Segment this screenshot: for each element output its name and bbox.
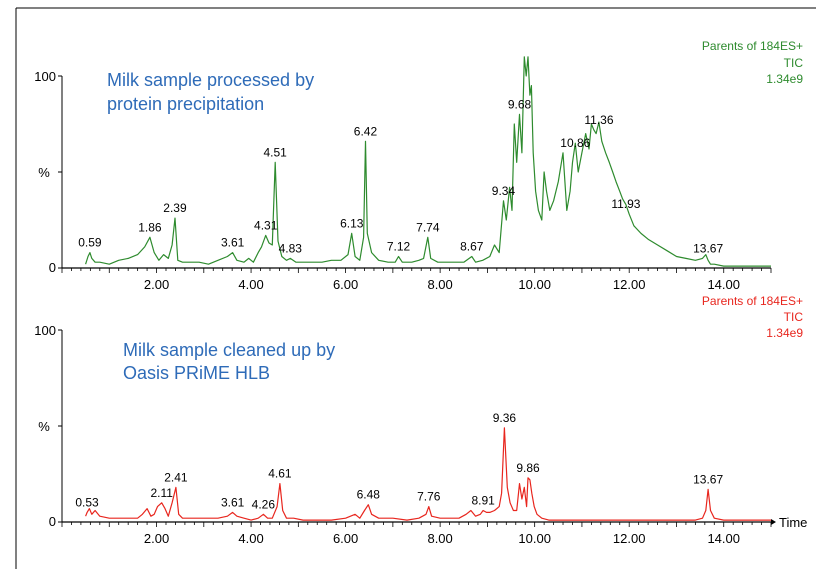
- chart-title-line-1: protein precipitation: [107, 94, 264, 114]
- x-tick-label: 6.00: [333, 531, 358, 546]
- chart-title-line-1: Oasis PRiME HLB: [123, 363, 270, 383]
- peak-label: 6.42: [354, 124, 378, 138]
- x-tick-label: 12.00: [613, 531, 646, 546]
- x-axis-label: Time: [779, 515, 807, 530]
- series-line: [85, 56, 771, 267]
- peak-label: 9.36: [493, 411, 517, 425]
- x-tick-label: 2.00: [144, 531, 169, 546]
- chart-protein-precipitation: Parents of 184ES+ TIC 1.34e9 Milk sample pr…: [34, 39, 803, 292]
- x-tick-label: 10.00: [518, 531, 551, 546]
- x-tick-label: 14.00: [707, 277, 740, 292]
- peak-label: 2.39: [163, 201, 187, 215]
- y-axis-label: %: [38, 419, 50, 434]
- peak-label: 6.48: [357, 488, 381, 502]
- peak-label: 8.67: [460, 239, 484, 253]
- peak-label: 13.67: [693, 472, 723, 486]
- info-line-2: 1.34e9: [766, 326, 803, 340]
- x-axis-arrow: [771, 519, 776, 525]
- peak-label: 4.51: [263, 145, 287, 159]
- info-line-2: 1.34e9: [766, 72, 803, 86]
- x-tick-label: 14.00: [707, 531, 740, 546]
- peak-label: 0.53: [75, 495, 99, 509]
- y-tick-label-top: 100: [34, 69, 56, 84]
- info-line-0: Parents of 184ES+: [702, 294, 803, 308]
- series-line: [85, 427, 771, 521]
- peak-label: 9.68: [508, 97, 532, 111]
- peak-label: 10.86: [560, 136, 590, 150]
- y-tick-label-bottom: 0: [49, 260, 56, 275]
- x-tick-label: 8.00: [427, 277, 452, 292]
- x-tick-label: 8.00: [427, 531, 452, 546]
- info-line-0: Parents of 184ES+: [702, 39, 803, 53]
- x-tick-label: 2.00: [144, 277, 169, 292]
- peak-label: 11.36: [584, 113, 613, 127]
- chart-title-line-0: Milk sample processed by: [107, 70, 314, 90]
- x-tick-label: 12.00: [613, 277, 646, 292]
- y-axis-label: %: [38, 165, 50, 180]
- info-line-1: TIC: [784, 310, 804, 324]
- x-tick-label: 6.00: [333, 277, 358, 292]
- peak-label: 7.74: [416, 220, 440, 234]
- peak-label: 4.31: [254, 218, 278, 232]
- x-tick-label: 4.00: [238, 277, 263, 292]
- peak-label: 2.11: [150, 486, 173, 500]
- peak-label: 7.76: [417, 490, 441, 504]
- peak-label: 4.83: [279, 241, 303, 255]
- x-tick-label: 10.00: [518, 277, 551, 292]
- peak-label: 4.26: [252, 497, 276, 511]
- y-tick-label-top: 100: [34, 323, 56, 338]
- peak-label: 3.61: [221, 495, 245, 509]
- x-tick-label: 4.00: [238, 531, 263, 546]
- peak-label: 6.13: [340, 216, 364, 230]
- peak-label: 0.59: [78, 236, 102, 250]
- peak-label: 9.34: [492, 184, 516, 198]
- peak-label: 13.67: [693, 241, 723, 255]
- peak-label: 2.41: [164, 470, 188, 484]
- chart-oasis-prime-hlb: Parents of 184ES+ TIC 1.34e9 Milk sample cl…: [34, 294, 807, 546]
- peak-label: 7.12: [387, 239, 411, 253]
- peak-label: 1.86: [138, 220, 162, 234]
- peak-label: 11.93: [611, 197, 640, 211]
- peak-label: 9.86: [516, 461, 540, 475]
- peak-label: 8.91: [471, 493, 495, 507]
- info-line-1: TIC: [784, 56, 804, 70]
- y-tick-label-bottom: 0: [49, 514, 56, 529]
- chart-title-line-0: Milk sample cleaned up by: [123, 340, 335, 360]
- peak-label: 3.61: [221, 236, 245, 250]
- peak-label: 4.61: [268, 467, 292, 481]
